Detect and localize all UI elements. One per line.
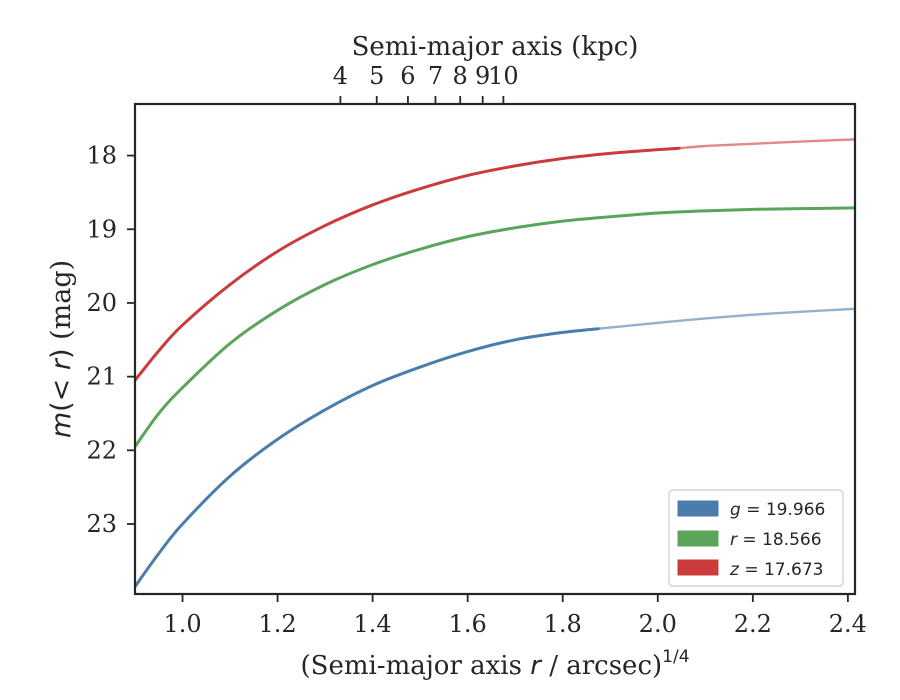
top-tick-label: 10 xyxy=(488,62,519,90)
y-tick-label: 23 xyxy=(86,510,117,538)
legend-swatch-z xyxy=(677,559,719,576)
legend-item-g: g = 19.966 xyxy=(677,500,825,520)
y-tick-label: 18 xyxy=(86,142,117,170)
y-axis-ticks: 18 19 20 21 22 23 xyxy=(86,142,135,538)
x-tick-label: 2.2 xyxy=(734,610,772,638)
series-g-extrapolated-line xyxy=(597,307,855,330)
x-tick-label: 1.4 xyxy=(354,610,392,638)
plot-curves xyxy=(135,138,855,589)
legend-swatch-g xyxy=(677,500,719,517)
series-z-extrapolated-line xyxy=(677,138,855,150)
top-tick-label: 8 xyxy=(453,62,468,90)
top-tick-label: 5 xyxy=(369,62,384,90)
top-tick-label: 4 xyxy=(333,62,348,90)
top-x-axis-ticks: 4 5 6 7 8 910 xyxy=(333,62,519,104)
top-tick-label: 6 xyxy=(400,62,415,90)
top-tick-label: 9 xyxy=(475,62,490,90)
x-tick-label: 1.8 xyxy=(544,610,582,638)
series-z-line xyxy=(135,146,681,382)
y-tick-label: 19 xyxy=(86,215,117,243)
x-tick-label: 2.4 xyxy=(829,610,867,638)
legend-item-z: z = 17.673 xyxy=(677,559,823,580)
legend-item-r: r = 18.566 xyxy=(677,530,822,550)
legend-label-r: r = 18.566 xyxy=(730,530,822,550)
y-axis-label: m(< r) (mag) xyxy=(46,260,77,438)
series-r-line xyxy=(135,206,855,449)
x-tick-label: 1.2 xyxy=(258,610,296,638)
top-tick-label: 7 xyxy=(428,62,443,90)
x-axis-label: (Semi-major axis r / arcsec)1/4 xyxy=(300,647,689,681)
legend-label-z: z = 17.673 xyxy=(729,560,823,580)
plot-frame xyxy=(133,102,857,596)
legend-swatch-r xyxy=(677,530,719,547)
x-tick-label: 1.0 xyxy=(163,610,201,638)
series-g-line xyxy=(135,327,600,589)
top-x-axis-label: Semi-major axis (kpc) xyxy=(352,32,639,62)
y-tick-label: 22 xyxy=(86,436,117,464)
legend-label-g: g = 19.966 xyxy=(730,500,825,520)
y-tick-label: 21 xyxy=(86,363,117,391)
bottom-x-axis-ticks: 1.0 1.2 1.4 1.6 1.8 2.0 2.2 2.4 xyxy=(163,594,867,638)
y-tick-label: 20 xyxy=(86,289,117,317)
legend: g = 19.966 r = 18.566 z = 17.673 xyxy=(668,489,844,587)
x-tick-label: 2.0 xyxy=(639,610,677,638)
x-tick-label: 1.6 xyxy=(449,610,487,638)
